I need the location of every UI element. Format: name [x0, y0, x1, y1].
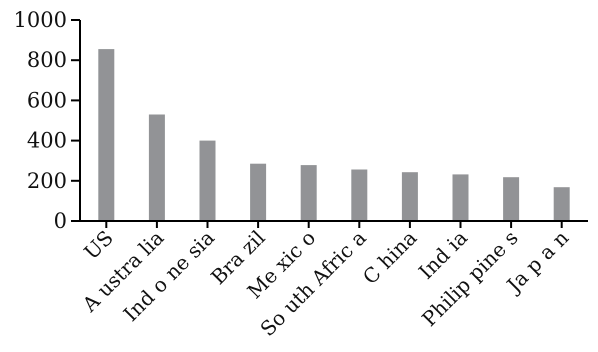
y-axis-ticks: 0 200 400 600 800 1000: [14, 8, 80, 233]
y-tick-label: 400: [27, 129, 67, 153]
bar-australia: [148, 114, 165, 221]
bar-us: [98, 49, 115, 221]
bar-japan: [553, 187, 570, 221]
bars: [98, 49, 570, 221]
bar-south-africa: [351, 169, 368, 221]
y-tick-label: 1000: [14, 8, 67, 32]
bar-indonesia: [199, 140, 216, 221]
bar-brazil: [250, 163, 267, 221]
bar-india: [452, 174, 469, 221]
bar-philippines: [503, 177, 520, 221]
x-tick-label: C hina: [358, 226, 422, 290]
y-tick-label: 800: [27, 48, 67, 72]
y-tick-label: 0: [54, 209, 67, 233]
bar-mexico: [300, 165, 317, 221]
x-tick-label: US: [79, 226, 118, 265]
y-tick-label: 200: [27, 169, 67, 193]
y-tick-label: 600: [27, 88, 67, 112]
bar-china: [401, 172, 418, 221]
